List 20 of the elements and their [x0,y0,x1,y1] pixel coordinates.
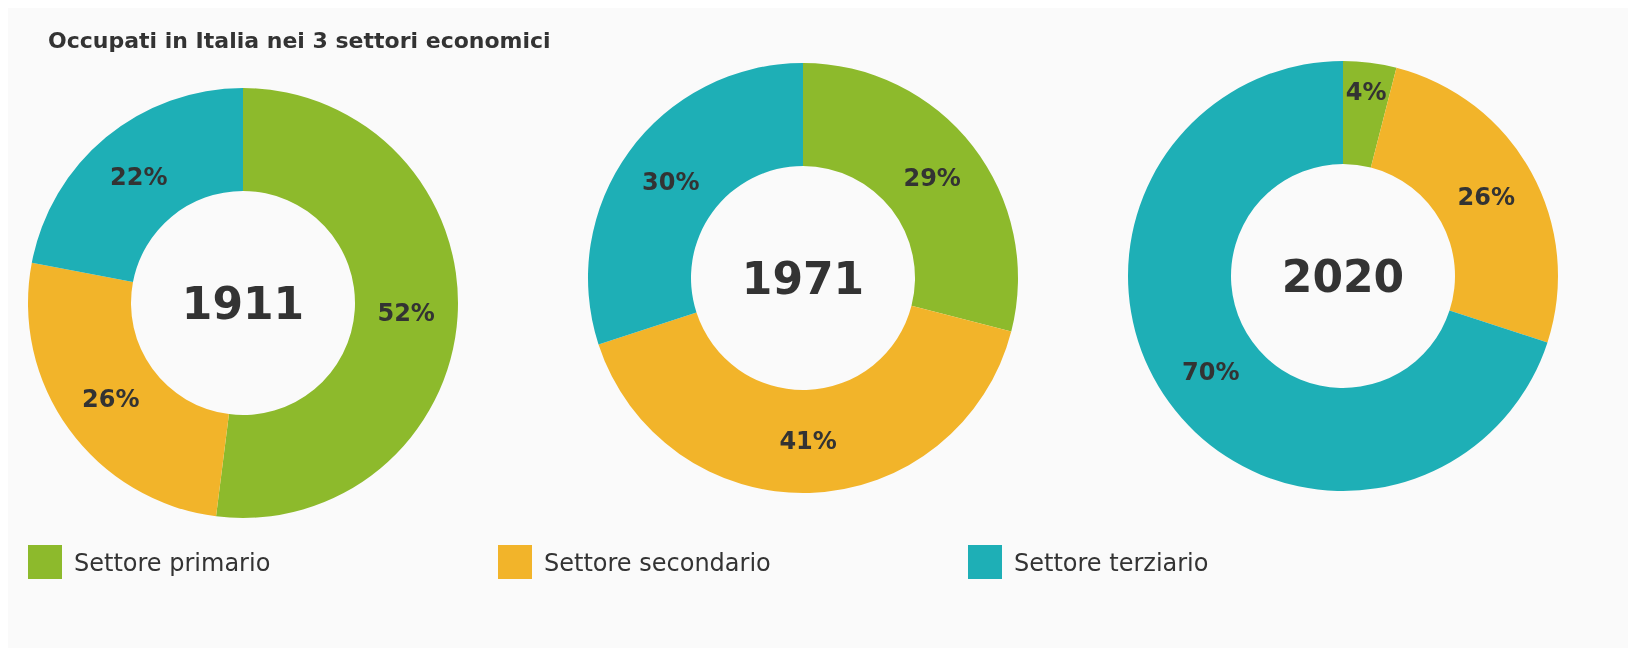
legend-label: Settore terziario [1014,549,1209,577]
data-label: 26% [82,385,140,414]
text: 1971 [741,252,865,304]
data-label: 52% [377,299,435,328]
data-label: 30% [642,167,700,196]
data-label: 29% [903,163,961,192]
donut-slice [31,88,243,283]
text: 2020 [1281,250,1405,302]
data-label: 26% [1457,183,1515,212]
data-label: 41% [779,427,837,456]
legend-label: Settore primario [74,549,271,577]
text: 1911 [181,277,305,329]
donut-slice [1343,61,1397,168]
data-label: 70% [1182,358,1240,387]
data-label: 4% [1345,78,1387,107]
legend-label: Settore secondario [544,549,771,577]
donut-slice [598,305,1012,493]
donut-slice [1128,61,1548,491]
chart-title: Occupati in Italia nei 3 settori economici [48,28,551,53]
data-label: 22% [110,163,168,192]
